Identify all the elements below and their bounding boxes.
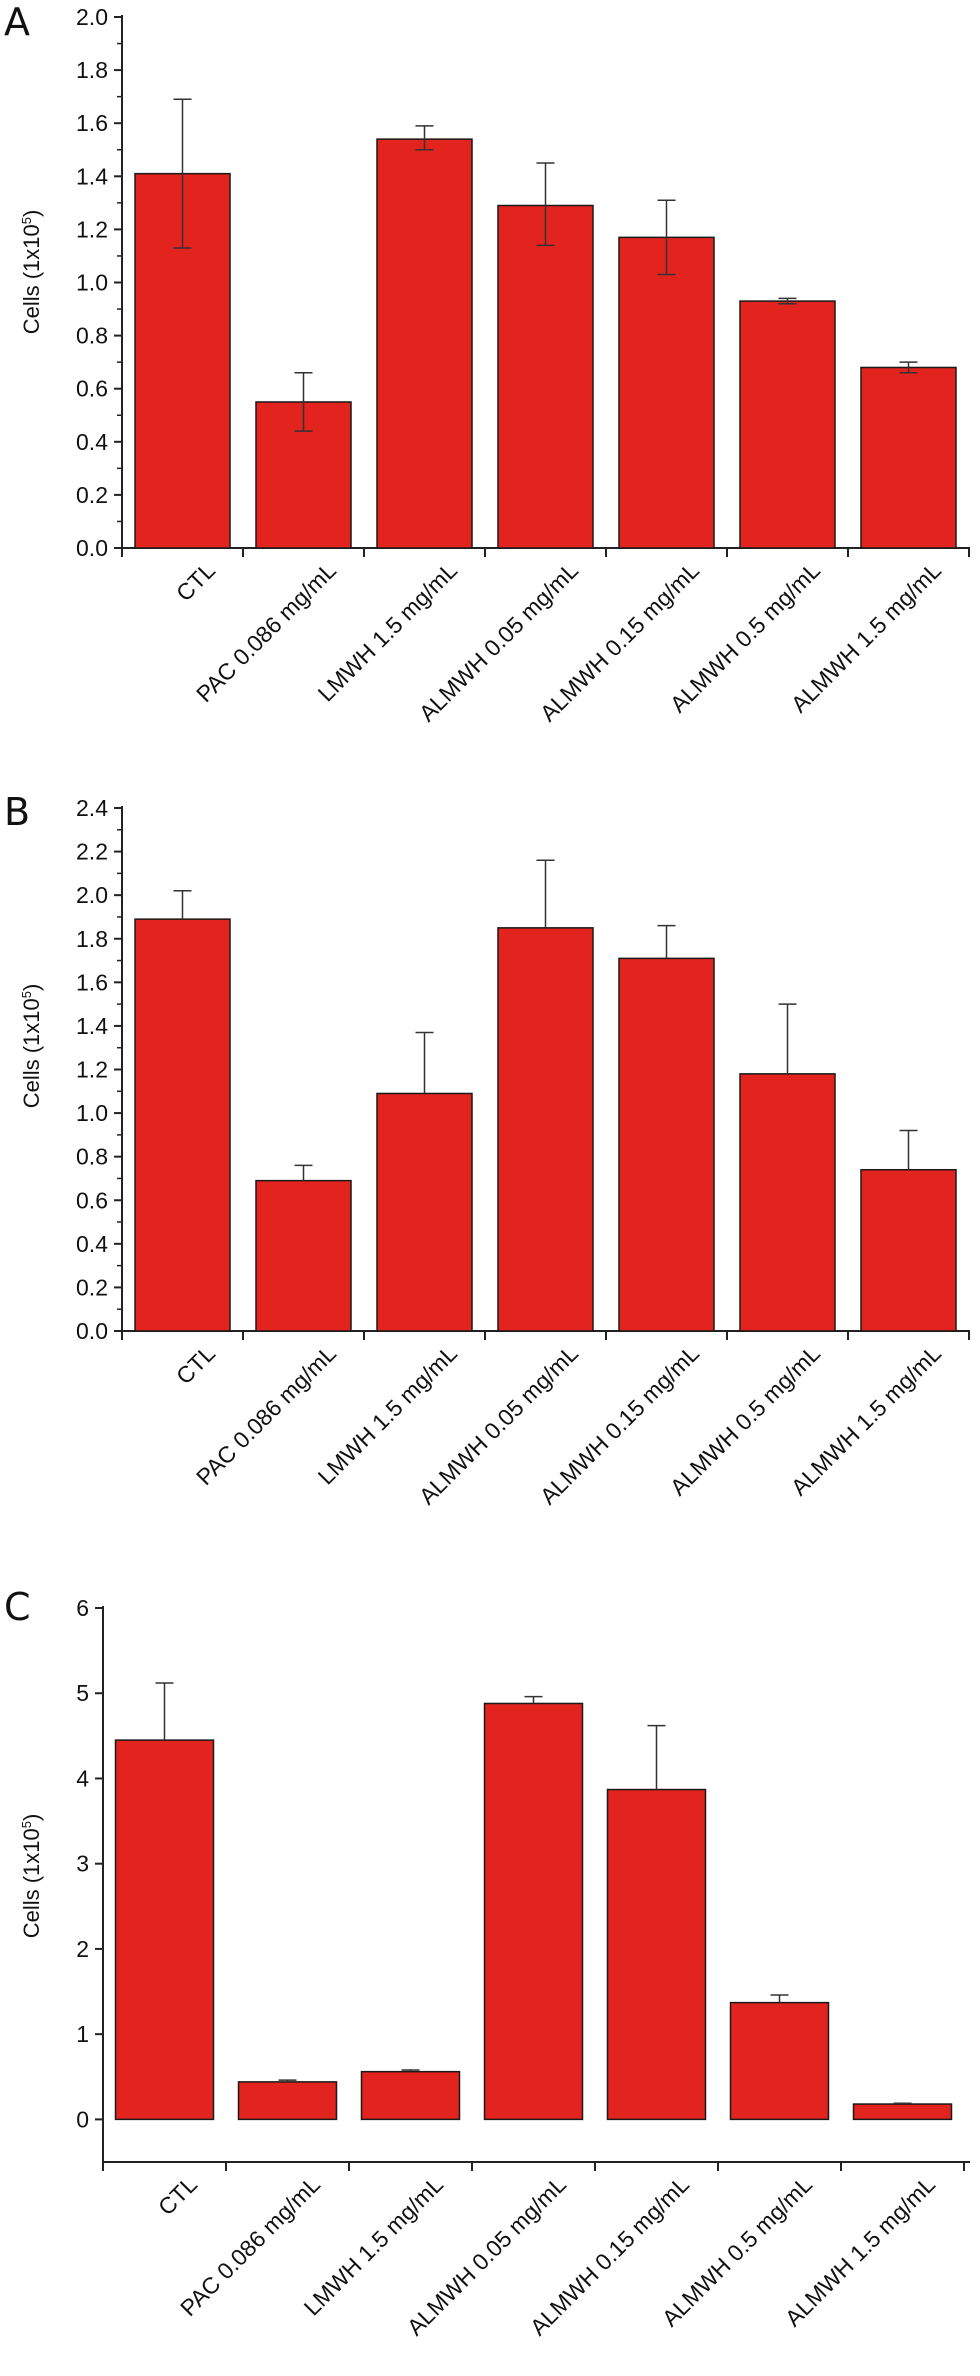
chart-panel-b: B Cells (1x105) 0.0 0.2 0.4 0.6 0.8 1.0 1.2 1.4…: [0, 790, 980, 1560]
y-tick-label: 6: [76, 1595, 89, 1621]
y-tick-label: 0.2: [76, 1274, 108, 1300]
bar: [729, 2001, 830, 2121]
y-tick-label: 0.2: [76, 482, 108, 508]
chart-panel-a: A Cells (1x105) 0.0 0.2 0.4 0.6 0.8 1.0 1.2 1.4…: [0, 0, 980, 762]
panel-letter-a: A: [4, 0, 30, 44]
y-axis-title-b: Cells (1x105): [18, 983, 45, 1109]
bar: [360, 2070, 461, 2121]
bar: [497, 927, 594, 1332]
bar: [618, 957, 715, 1332]
y-tick-label: 0.0: [76, 1318, 108, 1344]
y-axis-title-c: Cells (1x105): [18, 1813, 45, 1939]
y-tick-label: 2: [76, 1936, 89, 1962]
y-axis-title-a: Cells (1x105): [18, 209, 45, 335]
bar: [852, 2103, 953, 2121]
y-tick-label: 5: [76, 1680, 89, 1706]
y-tick-label: 1.8: [76, 57, 108, 83]
bar: [237, 2081, 338, 2121]
bar-chart-a: 0.00.20.40.60.81.01.21.41.61.82.0CTLPAC …: [76, 4, 970, 726]
y-tick-label: 1: [76, 2021, 89, 2047]
y-tick-label: 2.0: [76, 4, 108, 30]
x-tick-label: CTL: [171, 1340, 220, 1389]
y-tick-label: 2.0: [76, 882, 108, 908]
bar: [860, 1168, 957, 1332]
bar: [134, 918, 231, 1332]
y-tick-label: 1.6: [76, 969, 108, 995]
y-tick-label: 0.8: [76, 1144, 108, 1170]
y-tick-label: 0.4: [76, 429, 108, 455]
x-tick-label: CTL: [171, 557, 220, 606]
y-tick-label: 1.4: [76, 1013, 108, 1039]
bar-chart-b: 0.0 0.2 0.4 0.6 0.8 1.0 1.2 1.4 1.6 1.8 2.0 2.2 2.4 C…: [76, 795, 970, 1509]
y-tick-label: 0.6: [76, 376, 108, 402]
panel-letter-c: C: [4, 1585, 31, 1629]
bar: [255, 1179, 352, 1332]
bar: [739, 1073, 836, 1332]
bar: [739, 300, 836, 549]
y-tick-label: 1.0: [76, 270, 108, 296]
bar: [618, 236, 715, 549]
bar: [860, 366, 957, 549]
bar: [376, 138, 473, 549]
y-tick-label: 0.0: [76, 535, 108, 561]
y-tick-label: 0.4: [76, 1231, 108, 1257]
y-tick-label: 1.2: [76, 1057, 108, 1083]
chart-panel-c: C Cells (1x105) 0 1 2 3 4 5 6 CTL PAC 0.086 mg/m…: [0, 1585, 980, 2376]
bar: [497, 204, 594, 549]
y-tick-label: 2.4: [76, 795, 108, 821]
y-tick-label: 1.8: [76, 926, 108, 952]
y-tick-label: 2.2: [76, 839, 108, 865]
bar: [376, 1092, 473, 1332]
panel-letter-b: B: [4, 790, 31, 834]
y-tick-label: 3: [76, 1851, 89, 1877]
bar: [114, 1739, 215, 2121]
y-tick-label: 1.4: [76, 163, 108, 189]
y-tick-label: 0.6: [76, 1187, 108, 1213]
y-tick-label: 0: [76, 2106, 89, 2132]
bar: [606, 1788, 707, 2121]
y-tick-label: 1.0: [76, 1100, 108, 1126]
x-tick-label: CTL: [153, 2171, 202, 2220]
bar: [483, 1702, 584, 2121]
y-tick-label: 4: [76, 1765, 89, 1791]
y-tick-label: 1.6: [76, 110, 108, 136]
y-tick-label: 0.8: [76, 323, 108, 349]
y-tick-label: 1.2: [76, 216, 108, 242]
